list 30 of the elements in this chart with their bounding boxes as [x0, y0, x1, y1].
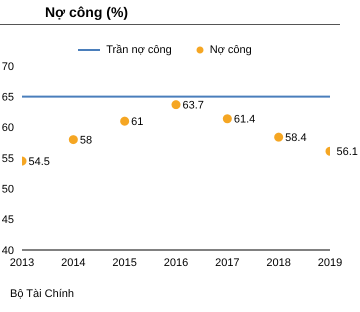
legend-label: Trần nợ công: [105, 44, 172, 56]
data-label: 63.7: [182, 100, 204, 112]
data-label: 61: [131, 116, 144, 128]
x-tick-label: 2013: [10, 256, 34, 269]
point: [171, 100, 181, 110]
x-tick-label: 2019: [318, 256, 342, 269]
y-tick-label: 50: [2, 184, 14, 196]
data-label: 56.1: [336, 146, 358, 158]
data-label: 58.4: [285, 132, 307, 144]
data-label: 54.5: [28, 156, 50, 168]
point: [222, 114, 232, 124]
y-tick-label: 65: [2, 92, 14, 104]
text: Bộ Tài Chính: [10, 288, 74, 300]
x-tick-label: 2016: [164, 256, 188, 269]
y-tick-label: 45: [2, 214, 14, 226]
point: [68, 135, 78, 144]
x-tick-label: 2015: [112, 256, 137, 269]
x-tick-label: 2014: [61, 256, 86, 269]
x-tick-label: 2018: [266, 256, 291, 269]
data-label: 61.4: [234, 114, 256, 126]
y-tick-label: 60: [2, 122, 14, 134]
point: [120, 116, 130, 126]
data-label: 58: [80, 134, 92, 147]
x-tick-label: 2017: [215, 256, 240, 269]
chart-title: Nợ công (%): [45, 4, 128, 20]
legend-label: Nợ công: [208, 44, 252, 56]
point: [274, 132, 284, 142]
y-tick-label: 40: [2, 244, 14, 257]
y-tick-label: 55: [2, 152, 14, 165]
y-tick-label: 70: [2, 60, 14, 73]
